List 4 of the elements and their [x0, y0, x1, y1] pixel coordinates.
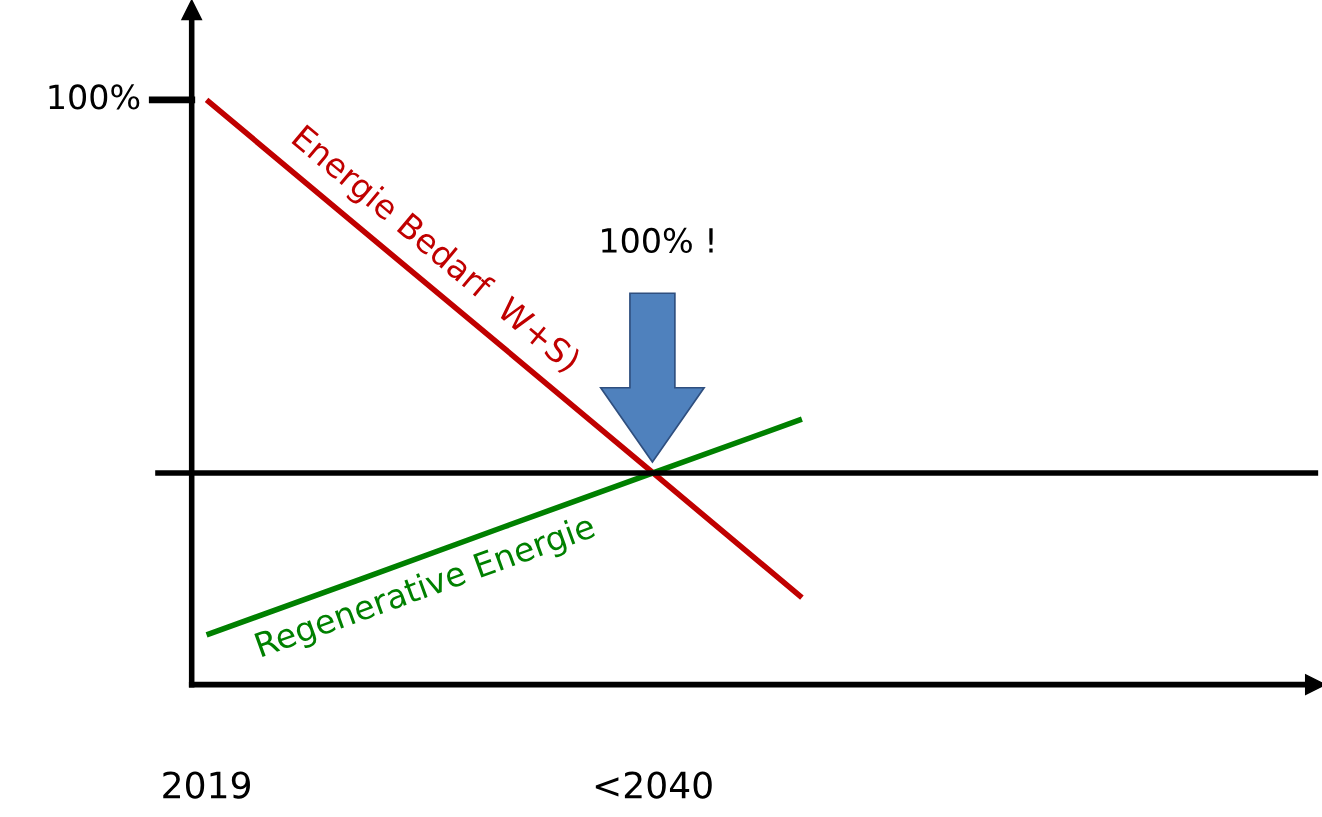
- x-tick-label: 2019: [163, 771, 250, 799]
- text: 100%: [49, 84, 140, 110]
- x-tick-label: <2040: [595, 771, 712, 799]
- annotation: 100% !: [602, 227, 713, 254]
